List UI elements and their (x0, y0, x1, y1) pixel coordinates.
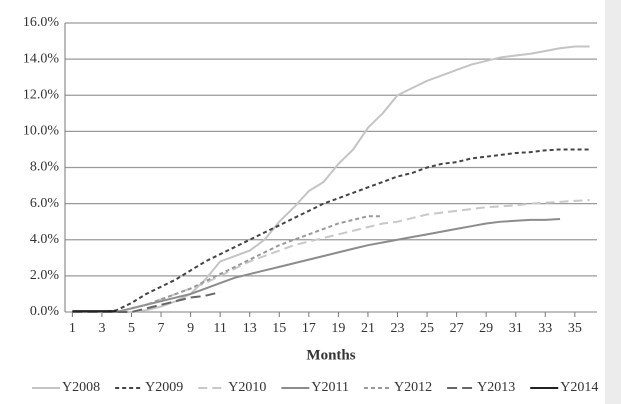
x-tick-label: 25 (420, 321, 434, 336)
y-tick-label: 8.0% (30, 160, 60, 175)
legend-label: Y2008 (62, 380, 100, 395)
x-tick-label: 9 (187, 321, 194, 336)
x-tick-label: 29 (479, 321, 493, 336)
x-tick-label: 1 (69, 321, 76, 336)
x-tick-label: 5 (128, 321, 135, 336)
x-tick-label: 3 (98, 321, 105, 336)
x-tick-label: 7 (158, 321, 165, 336)
y-tick-label: 12.0% (23, 87, 60, 102)
series-line (72, 291, 221, 313)
y-tick-label: 10.0% (23, 124, 60, 139)
series-line (72, 215, 383, 313)
x-axis-label: Months (306, 347, 355, 363)
series-line (72, 148, 590, 313)
y-tick-label: 6.0% (30, 196, 60, 211)
y-tick-label: 14.0% (23, 51, 60, 66)
x-tick-label: 27 (450, 321, 464, 336)
y-tick-label: 4.0% (30, 232, 60, 247)
x-tick-label: 23 (391, 321, 405, 336)
x-tick-label: 35 (568, 321, 582, 336)
x-tick-label: 33 (538, 321, 552, 336)
edge-shade (605, 0, 621, 404)
x-tick-label: 21 (361, 321, 375, 336)
legend-label: Y2011 (311, 380, 349, 395)
legend-label: Y2012 (394, 380, 432, 395)
x-tick-label: 19 (331, 321, 345, 336)
legend-label: Y2014 (560, 380, 598, 395)
y-tick-label: 16.0% (23, 15, 60, 30)
x-tick-label: 17 (302, 321, 316, 336)
x-tick-label: 13 (243, 321, 257, 336)
x-tick-label: 31 (509, 321, 523, 336)
series-line (72, 45, 590, 313)
legend-label: Y2010 (228, 380, 266, 395)
series-line (72, 199, 590, 313)
series-line (72, 217, 561, 313)
legend-label: Y2013 (477, 380, 515, 395)
y-tick-label: 2.0% (30, 268, 60, 283)
y-tick-label: 0.0% (30, 304, 60, 319)
legend-label: Y2009 (145, 380, 183, 395)
x-tick-label: 11 (213, 321, 226, 336)
x-tick-label: 15 (272, 321, 286, 336)
